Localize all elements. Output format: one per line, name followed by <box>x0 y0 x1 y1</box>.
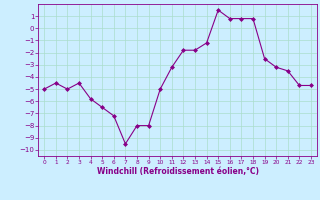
X-axis label: Windchill (Refroidissement éolien,°C): Windchill (Refroidissement éolien,°C) <box>97 167 259 176</box>
